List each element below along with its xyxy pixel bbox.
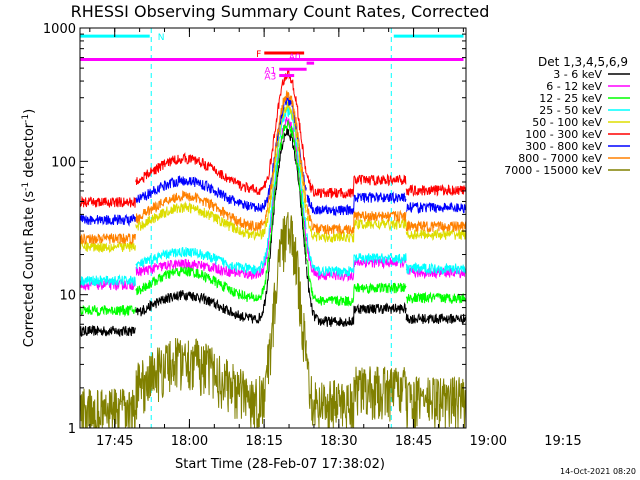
series-path — [79, 213, 136, 227]
series-path — [306, 172, 407, 199]
series-line — [79, 120, 467, 318]
series-path — [135, 68, 307, 195]
series-path — [135, 90, 307, 232]
legend-label: 100 - 300 keV — [525, 128, 602, 141]
plot-frame — [79, 27, 467, 429]
series-path — [405, 219, 467, 233]
legend-label: 25 - 50 keV — [539, 104, 602, 117]
x-tick-label: 17:45 — [96, 434, 133, 449]
legend-label: 800 - 7000 keV — [518, 152, 602, 165]
footer-date: 14-Oct-2021 08:20 — [560, 467, 636, 476]
x-tick-label: 19:00 — [470, 434, 507, 449]
y-tick-label: 100 — [51, 155, 76, 170]
x-tick-label: 19:15 — [544, 434, 581, 449]
series-path — [306, 353, 407, 429]
legend-label: 300 - 800 keV — [525, 140, 602, 153]
series-path — [405, 375, 467, 429]
y-axis-label: Corrected Count Rate (s-1 detector-1) — [21, 109, 37, 347]
series-line — [79, 101, 467, 254]
series-path — [306, 215, 407, 244]
series-line — [79, 68, 467, 208]
series-path — [306, 191, 407, 217]
series-path — [79, 195, 136, 208]
x-axis: 17:45 18:00 18:15 18:30 18:45 19:00 19:15 — [89, 28, 582, 449]
y-tick-label: 1000 — [43, 22, 76, 37]
series-path — [306, 258, 407, 307]
series-path — [135, 120, 307, 303]
legend-label: 6 - 12 keV — [546, 80, 602, 93]
series-path — [306, 237, 407, 283]
series-path — [135, 101, 307, 242]
series-path — [405, 291, 467, 305]
series-path — [306, 266, 407, 327]
y-axis: 1 10 100 1000 — [43, 22, 466, 437]
y-tick-label: 1 — [68, 422, 76, 437]
series-path — [405, 266, 467, 280]
legend-label: 7000 - 15000 keV — [504, 164, 602, 177]
series-path — [405, 262, 467, 276]
series-path — [306, 233, 407, 277]
series-path — [79, 273, 136, 287]
series-path — [405, 201, 467, 215]
series-path — [405, 228, 467, 241]
series-path — [79, 388, 136, 429]
x-tick-label: 18:15 — [245, 434, 282, 449]
series-line — [79, 104, 467, 287]
x-tick-label: 18:30 — [320, 434, 357, 449]
series-line — [79, 127, 467, 338]
series-line — [79, 94, 467, 227]
series-path — [79, 233, 136, 245]
series-path — [79, 240, 136, 254]
x-axis-label: Start Time (28-Feb-07 17:38:02) — [175, 457, 385, 472]
series-path — [306, 204, 407, 236]
series-path — [135, 127, 307, 324]
legend-label: 50 - 100 keV — [532, 116, 602, 129]
series-path — [405, 183, 467, 198]
series-path — [135, 116, 307, 280]
series-path — [79, 304, 136, 318]
series-path — [405, 313, 467, 325]
flag-bar-label: A3 — [264, 73, 276, 83]
legend-title: Det 1,3,4,5,6,9 — [538, 55, 628, 69]
legend-label: 12 - 25 keV — [539, 92, 602, 105]
flag-bar-label: N — [158, 33, 165, 43]
y-tick-label: 10 — [59, 289, 76, 304]
x-tick-label: 18:45 — [395, 434, 432, 449]
flag-bar-label: A0 — [289, 53, 301, 63]
series-path — [79, 324, 136, 338]
legend-label: 3 - 6 keV — [553, 68, 602, 81]
flag-bar-label: F — [256, 50, 261, 60]
series-path — [135, 94, 307, 213]
flag-bar-label: A1 — [264, 66, 276, 76]
series-line — [79, 90, 467, 245]
series-line — [79, 212, 467, 429]
x-tick-label: 18:00 — [171, 434, 208, 449]
series-path — [135, 212, 307, 429]
chart-title: RHESSI Observing Summary Count Rates, Co… — [71, 2, 490, 21]
series-path — [135, 104, 307, 275]
